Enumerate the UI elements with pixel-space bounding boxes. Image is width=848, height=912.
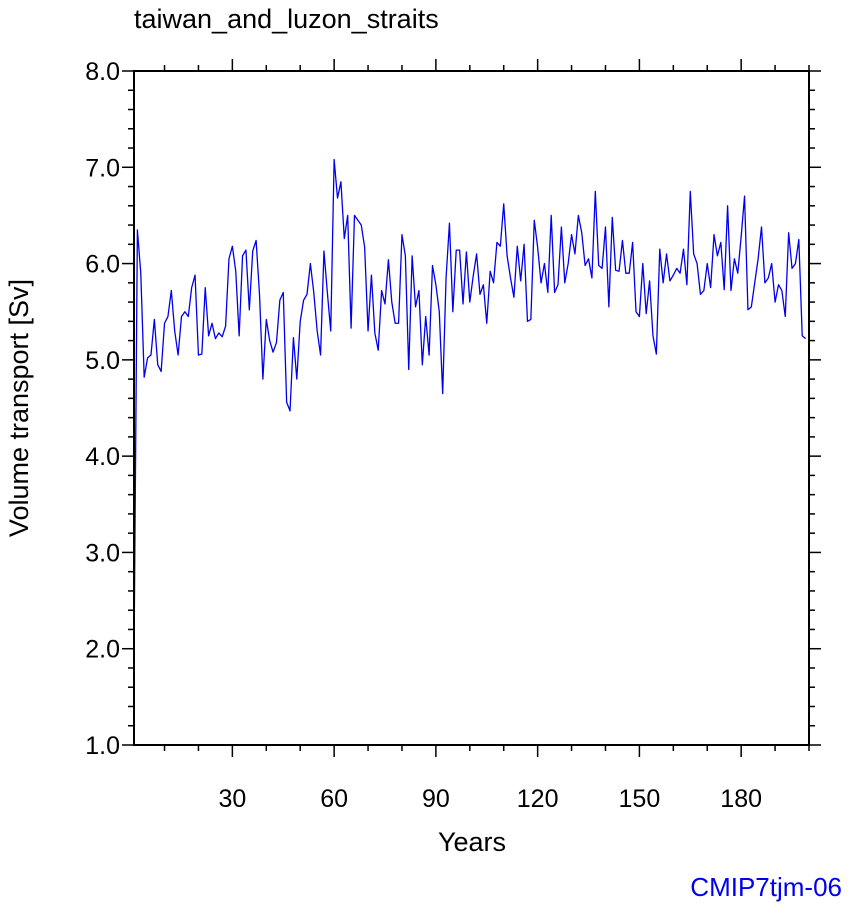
axis-ticks — [122, 59, 821, 757]
y-tick-label: 5.0 — [85, 347, 120, 375]
x-tick-label: 180 — [720, 785, 762, 813]
plot-frame — [133, 70, 810, 746]
series-line — [133, 158, 807, 659]
watermark-label: CMIP7tjm-06 — [690, 872, 842, 902]
y-tick-label: 4.0 — [85, 443, 120, 471]
x-tick-label: 120 — [517, 785, 559, 813]
x-axis-label: Years — [438, 827, 506, 857]
y-tick-label: 7.0 — [85, 154, 120, 182]
y-tick-label: 8.0 — [85, 58, 120, 86]
chart-title: taiwan_and_luzon_straits — [134, 4, 439, 34]
y-tick-label: 2.0 — [85, 636, 120, 664]
x-tick-label: 150 — [619, 785, 661, 813]
x-tick-label: 30 — [218, 785, 246, 813]
axis-tick-labels: 30 60 90 120 150 180 1.0 2.0 3.0 4.0 5.0 6.0 7.0 8.0 — [85, 58, 762, 813]
y-axis-label: Volume transport [Sv] — [4, 279, 34, 537]
y-tick-label: 1.0 — [85, 732, 120, 760]
x-tick-label: 60 — [320, 785, 348, 813]
x-tick-label: 90 — [422, 785, 450, 813]
y-tick-label: 6.0 — [85, 251, 120, 279]
y-tick-label: 3.0 — [85, 539, 120, 567]
